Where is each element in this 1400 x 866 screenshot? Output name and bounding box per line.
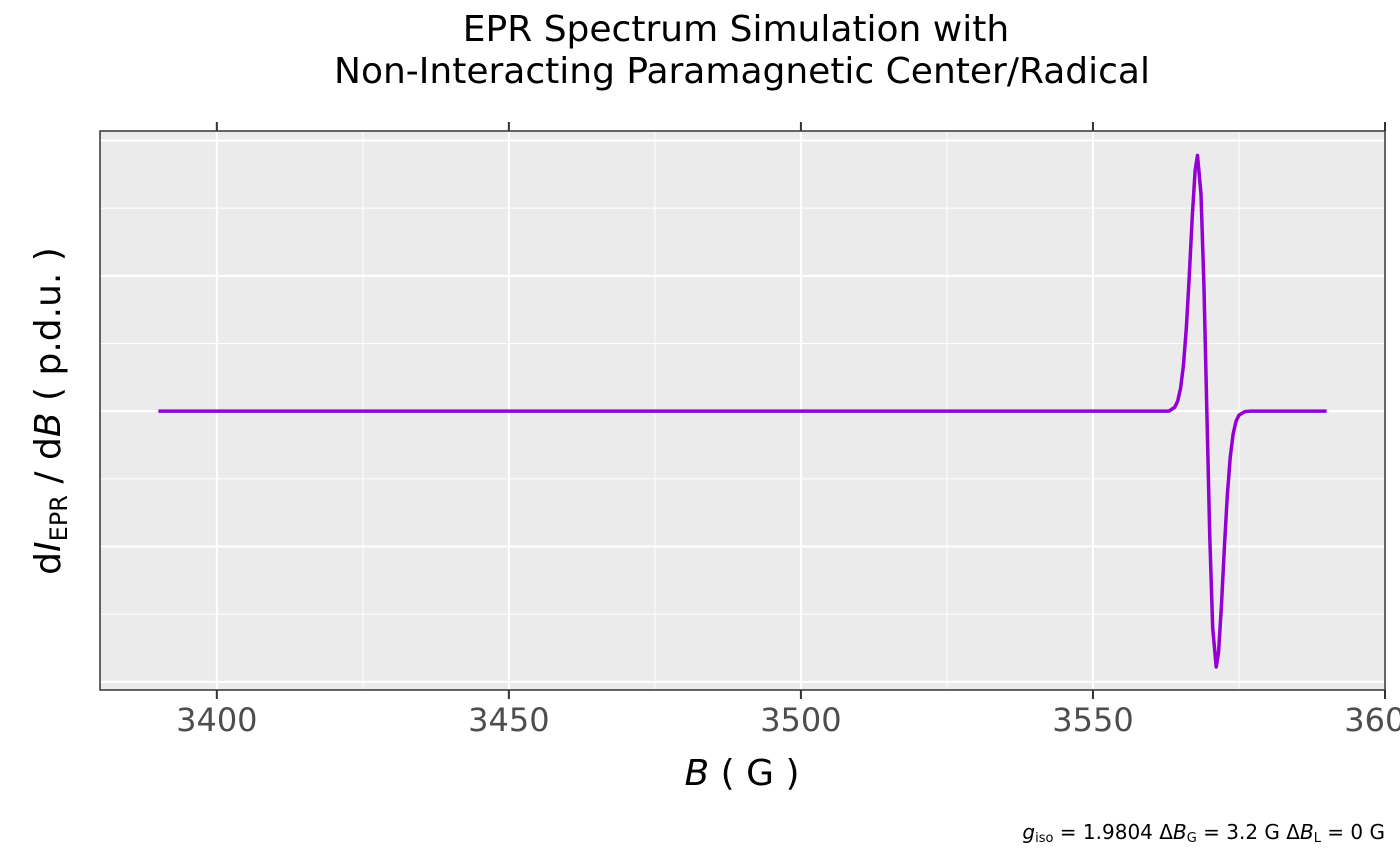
plot-border xyxy=(99,130,1386,691)
caption-part: G xyxy=(1187,831,1197,846)
chart-title: Non-Interacting Paramagnetic Center/Radi… xyxy=(334,51,1150,92)
y-label-part: B xyxy=(28,412,69,437)
caption-part: B xyxy=(1300,820,1314,844)
chart-title: EPR Spectrum Simulation with xyxy=(463,9,1009,50)
caption-part: iso xyxy=(1035,831,1053,846)
caption-part: B xyxy=(1173,820,1187,844)
y-label-part: ( p.d.u. ) xyxy=(28,247,69,412)
x-axis-label: B ( G ) xyxy=(684,753,799,794)
x-tick-label: 3550 xyxy=(1052,701,1133,739)
y-axis-label: dIEPR / dB ( p.d.u. ) xyxy=(28,247,73,575)
caption-part: L xyxy=(1314,831,1322,846)
caption: giso = 1.9804 ΔBG = 3.2 G ΔBL = 0 G xyxy=(1022,820,1385,846)
caption-part: = 3.2 G Δ xyxy=(1197,820,1300,844)
caption-part: = 1.9804 Δ xyxy=(1053,820,1173,844)
caption-part: g xyxy=(1022,820,1035,844)
x-label-part: B xyxy=(684,753,709,794)
y-label-part: d xyxy=(28,552,69,575)
y-label-part: EPR xyxy=(45,495,73,541)
y-label-part: I xyxy=(28,541,69,552)
x-tick-label: 3450 xyxy=(468,701,549,739)
x-tick-label: 3400 xyxy=(176,701,257,739)
caption-part: = 0 G xyxy=(1321,820,1385,844)
y-label-part: / d xyxy=(28,437,69,495)
x-tick-label: 3500 xyxy=(760,701,841,739)
x-label-part: ( G ) xyxy=(709,753,799,794)
x-tick-label: 3600 xyxy=(1344,701,1400,739)
spectrum-line xyxy=(158,153,1327,669)
